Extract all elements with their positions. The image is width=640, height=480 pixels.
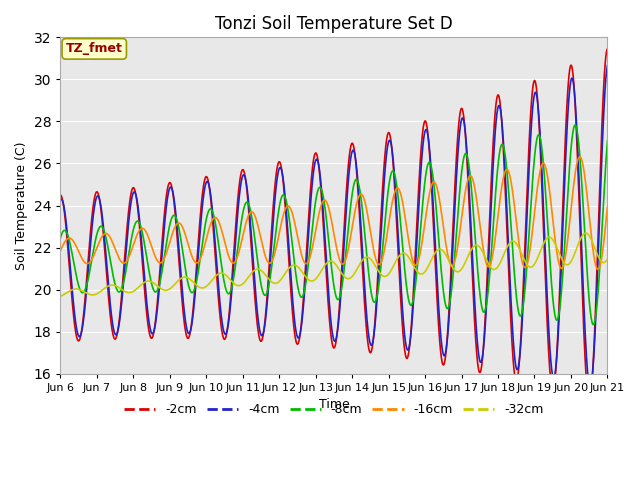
Text: TZ_fmet: TZ_fmet [66, 42, 123, 55]
Line: -4cm: -4cm [60, 65, 607, 387]
-16cm [119, 260, 127, 266]
-8cm [119, 283, 127, 288]
Line: -8cm: -8cm [60, 125, 607, 324]
-8cm [604, 138, 611, 144]
-32cm [290, 262, 298, 268]
-16cm [576, 154, 584, 160]
-16cm [290, 216, 298, 222]
-4cm [119, 288, 127, 294]
-32cm [534, 255, 541, 261]
Line: -32cm: -32cm [60, 233, 607, 296]
-32cm [119, 288, 127, 293]
-2cm [56, 192, 64, 198]
-2cm [290, 324, 298, 330]
Line: -2cm: -2cm [60, 49, 607, 401]
-2cm [151, 321, 159, 326]
-8cm [151, 289, 159, 295]
-4cm [604, 62, 611, 68]
-16cm [56, 248, 64, 254]
-2cm [119, 279, 127, 285]
-16cm [604, 204, 611, 209]
-8cm [56, 235, 64, 241]
-2cm [266, 249, 274, 255]
-16cm [266, 260, 274, 266]
-8cm [534, 133, 541, 139]
Y-axis label: Soil Temperature (C): Soil Temperature (C) [15, 141, 28, 270]
Title: Tonzi Soil Temperature Set D: Tonzi Soil Temperature Set D [215, 15, 452, 33]
-4cm [586, 384, 594, 390]
-4cm [593, 288, 601, 294]
-32cm [582, 230, 589, 236]
-32cm [56, 293, 64, 299]
-2cm [586, 398, 593, 404]
-8cm [572, 122, 579, 128]
-32cm [266, 277, 274, 283]
-32cm [151, 281, 159, 287]
-4cm [266, 262, 274, 267]
-8cm [593, 301, 601, 307]
-8cm [266, 275, 274, 281]
-2cm [604, 46, 611, 52]
-4cm [151, 323, 159, 328]
X-axis label: Time: Time [319, 398, 349, 411]
-8cm [290, 255, 298, 261]
-4cm [56, 197, 64, 203]
-16cm [534, 182, 541, 188]
-2cm [593, 269, 601, 275]
-16cm [594, 266, 602, 272]
-4cm [290, 311, 298, 316]
-16cm [593, 265, 601, 271]
-32cm [604, 256, 611, 262]
-4cm [534, 100, 541, 106]
-8cm [589, 322, 597, 327]
-32cm [593, 251, 601, 256]
-16cm [151, 253, 159, 259]
Legend: -2cm, -4cm, -8cm, -16cm, -32cm: -2cm, -4cm, -8cm, -16cm, -32cm [119, 398, 548, 421]
Line: -16cm: -16cm [60, 157, 607, 269]
-2cm [534, 100, 541, 106]
